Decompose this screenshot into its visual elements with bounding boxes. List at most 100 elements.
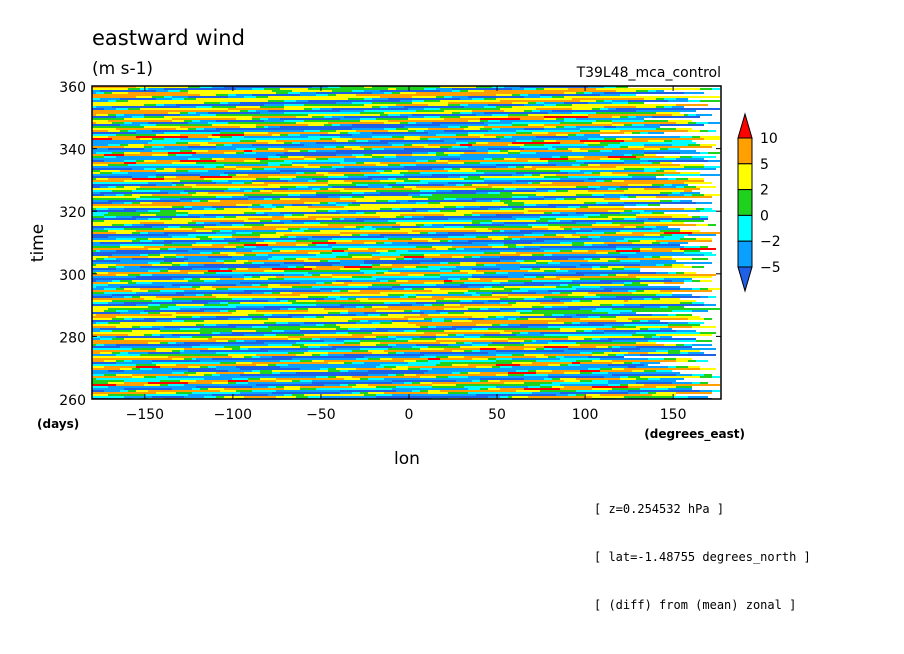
heatmap-cell [484,106,496,108]
heatmap-cell [136,390,148,392]
heatmap-cell [584,142,600,144]
heatmap-cell [524,374,548,376]
heatmap-cell [392,380,456,382]
heatmap-cell [560,358,600,360]
heatmap-cell [208,136,220,138]
heatmap-cell [112,106,180,108]
heatmap-cell [356,306,364,308]
heatmap-cell [548,220,560,222]
heatmap-cell [176,176,200,178]
heatmap-cell [448,292,464,294]
heatmap-cell [472,144,508,146]
heatmap-cell [400,214,444,216]
heatmap-cell [192,392,240,394]
heatmap-cell [496,264,580,266]
heatmap-cell [232,234,260,236]
heatmap-cell [444,224,504,226]
heatmap-cell [476,150,488,152]
heatmap-cell [520,254,532,256]
heatmap-cell [252,276,260,278]
heatmap-cell [92,390,104,392]
heatmap-cell [376,212,472,214]
heatmap-cell [488,344,524,346]
heatmap-cell [428,326,436,328]
heatmap-cell [680,172,700,174]
heatmap-cell [484,318,508,320]
heatmap-cell [488,148,524,150]
heatmap-cell [92,136,108,138]
colorbar-label: −5 [760,260,781,276]
heatmap-cell [244,244,268,246]
heatmap-cell [400,122,408,124]
heatmap-cell [224,238,236,240]
heatmap-cell [456,198,472,200]
heatmap-cell [516,132,532,134]
heatmap-cell [340,198,428,200]
heatmap-cell [708,288,720,290]
heatmap-cell [528,160,548,162]
heatmap-cell [540,94,600,96]
heatmap-cell [260,234,284,236]
heatmap-cell [140,266,260,268]
heatmap-cell [556,104,572,106]
heatmap-cell [156,174,200,176]
heatmap-cell [596,328,616,330]
heatmap-cell [304,108,312,110]
heatmap-cell [632,232,664,234]
heatmap-cell [272,220,280,222]
heatmap-cell [156,214,176,216]
heatmap-cell [692,280,700,282]
heatmap-cell [508,116,544,118]
heatmap-cell [604,86,616,88]
heatmap-cell [264,342,296,344]
heatmap-cell [264,88,280,90]
heatmap-cell [424,116,440,118]
heatmap-cell [612,122,676,124]
heatmap-cell [624,226,636,228]
heatmap-cell [428,266,456,268]
heatmap-cell [520,230,592,232]
heatmap-cell [364,148,372,150]
heatmap-cell [92,234,168,236]
heatmap-cell [168,234,188,236]
heatmap-cell [392,358,428,360]
heatmap-cell [576,266,592,268]
heatmap-cell [272,268,312,270]
heatmap-cell [552,382,608,384]
heatmap-cell [624,304,640,306]
heatmap-cell [424,100,440,102]
heatmap-cell [312,236,384,238]
heatmap-cell [172,218,248,220]
heatmap-cell [480,222,492,224]
heatmap-cell [488,358,496,360]
heatmap-cell [92,198,136,200]
heatmap-cell [364,86,372,88]
heatmap-cell [372,98,388,100]
heatmap-cell [652,314,668,316]
heatmap-cell [104,390,120,392]
heatmap-cell [284,274,304,276]
heatmap-cell [92,334,128,336]
heatmap-cell [228,370,252,372]
heatmap-cell [224,388,284,390]
heatmap-cell [624,284,648,286]
heatmap-cell [552,182,684,184]
heatmap-cell [332,252,348,254]
heatmap-cell [236,306,264,308]
heatmap-cell [520,146,552,148]
heatmap-cell [236,260,248,262]
heatmap-cell [324,360,404,362]
heatmap-cell [92,324,196,326]
heatmap-cell [556,318,580,320]
heatmap-cell [636,226,644,228]
heatmap-cell [200,158,212,160]
heatmap-cell [160,304,176,306]
heatmap-cell [96,178,108,180]
heatmap-cell [564,302,680,304]
heatmap-cell [296,342,344,344]
heatmap-cell [640,250,672,252]
heatmap-cell [620,130,688,132]
heatmap-cell [428,132,468,134]
heatmap-cell [132,374,188,376]
heatmap-cell [636,214,688,216]
